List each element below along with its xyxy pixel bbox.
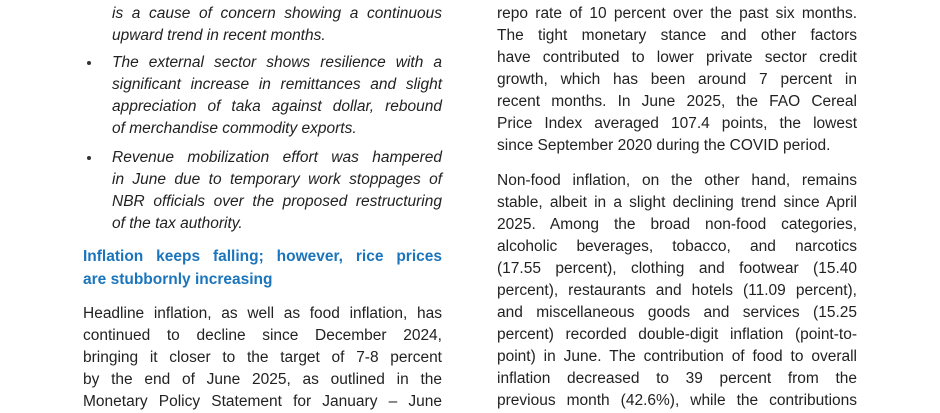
text-line: The external sector shows resilience wit… bbox=[112, 54, 442, 71]
bullet bbox=[87, 61, 91, 65]
text-line: (17.55 percent), clothing and footwear (… bbox=[497, 260, 857, 277]
bullet bbox=[87, 156, 91, 160]
text-line: are stubbornly increasing bbox=[83, 271, 273, 288]
text-line: significant increase in remittances and … bbox=[112, 76, 442, 93]
text-line: appreciation of taka against dollar, reb… bbox=[112, 98, 442, 115]
text-line: of the tax authority. bbox=[112, 215, 243, 232]
text-line: recent months. In June 2025, the FAO Cer… bbox=[497, 93, 857, 110]
text-line: previous month (42.6%), while the contri… bbox=[497, 392, 857, 409]
text-line: NBR officials over the proposed restruct… bbox=[112, 193, 442, 210]
text-line: Price Index averaged 107.4 points, the l… bbox=[497, 115, 857, 132]
text-line: upward trend in recent months. bbox=[112, 27, 326, 44]
text-line: growth, which has been around 7 percent … bbox=[497, 71, 857, 88]
text-line: Monetary Policy Statement for January – … bbox=[83, 393, 442, 410]
text-line: since September 2020 during the COVID pe… bbox=[497, 137, 831, 154]
text-line: percent) recorded double-digit inflation… bbox=[497, 326, 857, 343]
text-line: in June due to temporary work stoppages … bbox=[112, 171, 442, 188]
text-line: by the end of June 2025, as outlined in … bbox=[83, 371, 442, 388]
text-line: inflation decreased to 39 percent from t… bbox=[497, 370, 857, 387]
text-line: have contributed to lower private sector… bbox=[497, 49, 857, 66]
text-line: stable, albeit in a slight declining tre… bbox=[497, 194, 857, 211]
text-line: and miscellaneous goods and services (15… bbox=[497, 304, 857, 321]
text-line: 2025. Among the broad non-food categorie… bbox=[497, 216, 857, 233]
text-line: Non-food inflation, on the other hand, r… bbox=[497, 172, 857, 189]
text-line: Inflation keeps falling; however, rice p… bbox=[83, 248, 442, 265]
text-line: percent), restaurants and hotels (11.09 … bbox=[497, 282, 857, 299]
text-line: of merchandise commodity exports. bbox=[112, 120, 357, 137]
text-line: alcoholic beverages, tobacco, and narcot… bbox=[497, 238, 857, 255]
text-line: The tight monetary stance and other fact… bbox=[497, 27, 857, 44]
text-line: is a cause of concern showing a continuo… bbox=[112, 5, 442, 22]
text-line: bringing it closer to the target of 7-8 … bbox=[83, 349, 442, 366]
text-line: Headline inflation, as well as food infl… bbox=[83, 305, 442, 322]
text-line: Revenue mobilization effort was hampered bbox=[112, 149, 442, 166]
text-line: repo rate of 10 percent over the past si… bbox=[497, 5, 857, 22]
page: is a cause of concern showing a continuo… bbox=[83, 5, 857, 410]
text-line: point) in June. The contribution of food… bbox=[497, 348, 857, 365]
text-line: continued to decline since December 2024… bbox=[83, 327, 442, 344]
